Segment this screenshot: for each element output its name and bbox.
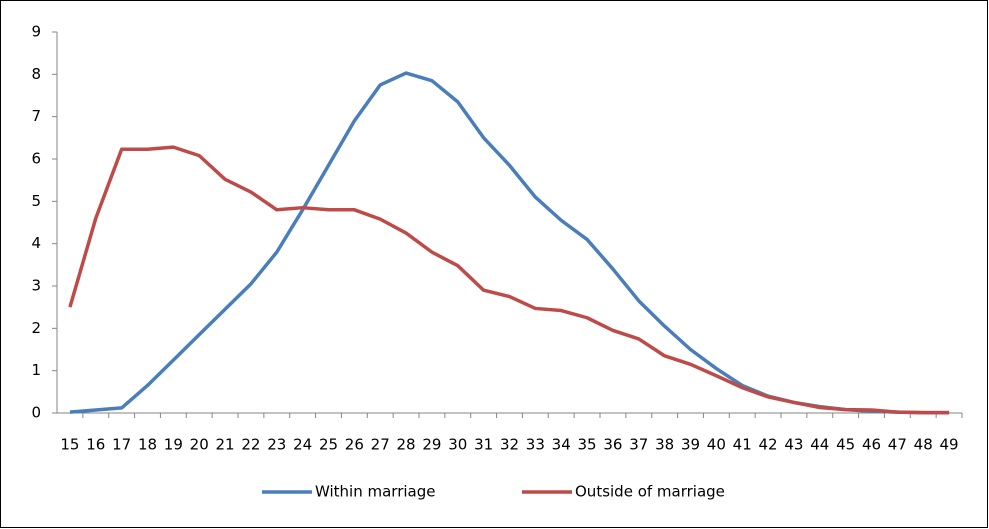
x-tick-label: 28 (397, 436, 416, 454)
x-tick-label: 22 (241, 436, 260, 454)
y-tick-label: 9 (31, 23, 41, 41)
x-tick-label: 46 (862, 436, 881, 454)
data-line (68, 145, 950, 415)
x-tick-label: 26 (345, 436, 364, 454)
legend-label: Outside of marriage (575, 483, 725, 501)
x-tick-label: 21 (216, 436, 235, 454)
x-tick-label: 31 (474, 436, 493, 454)
legend-label: Within marriage (315, 483, 435, 501)
y-tick-label: 0 (31, 404, 41, 422)
x-tick-label: 47 (888, 436, 907, 454)
x-tick-label: 24 (293, 436, 312, 454)
x-tick-label: 37 (629, 436, 648, 454)
x-tick-label: 16 (86, 436, 105, 454)
x-tick-label: 20 (190, 436, 209, 454)
x-tick-label: 49 (940, 436, 959, 454)
x-tick-label: 43 (784, 436, 803, 454)
x-tick-label: 33 (526, 436, 545, 454)
x-tick-label: 18 (138, 436, 157, 454)
y-tick-label: 8 (31, 65, 41, 83)
y-tick-label: 2 (31, 319, 41, 337)
x-tick-label: 17 (112, 436, 131, 454)
x-tick-label: 29 (422, 436, 441, 454)
x-tick-label: 41 (733, 436, 752, 454)
y-tick-label: 7 (31, 107, 41, 125)
x-tick-label: 39 (681, 436, 700, 454)
x-tick-label: 34 (552, 436, 571, 454)
x-tick-label: 15 (60, 436, 79, 454)
x-tick-label: 38 (655, 436, 674, 454)
x-tick-label: 40 (707, 436, 726, 454)
y-tick-label: 5 (31, 192, 41, 210)
x-tick-label: 23 (267, 436, 286, 454)
x-tick-label: 42 (759, 436, 778, 454)
x-tick-label: 45 (836, 436, 855, 454)
y-tick-label: 1 (31, 361, 41, 379)
x-tick-label: 30 (448, 436, 467, 454)
x-tick-label: 35 (578, 436, 597, 454)
x-tick-label: 32 (500, 436, 519, 454)
y-tick-label: 6 (31, 150, 41, 168)
x-tick-label: 25 (319, 436, 338, 454)
y-tick-label: 3 (31, 277, 41, 295)
x-tick-label: 27 (371, 436, 390, 454)
y-tick-label: 4 (31, 234, 41, 252)
x-tick-label: 19 (164, 436, 183, 454)
x-tick-label: 44 (810, 436, 829, 454)
x-tick-label: 36 (603, 436, 622, 454)
x-tick-label: 48 (914, 436, 933, 454)
